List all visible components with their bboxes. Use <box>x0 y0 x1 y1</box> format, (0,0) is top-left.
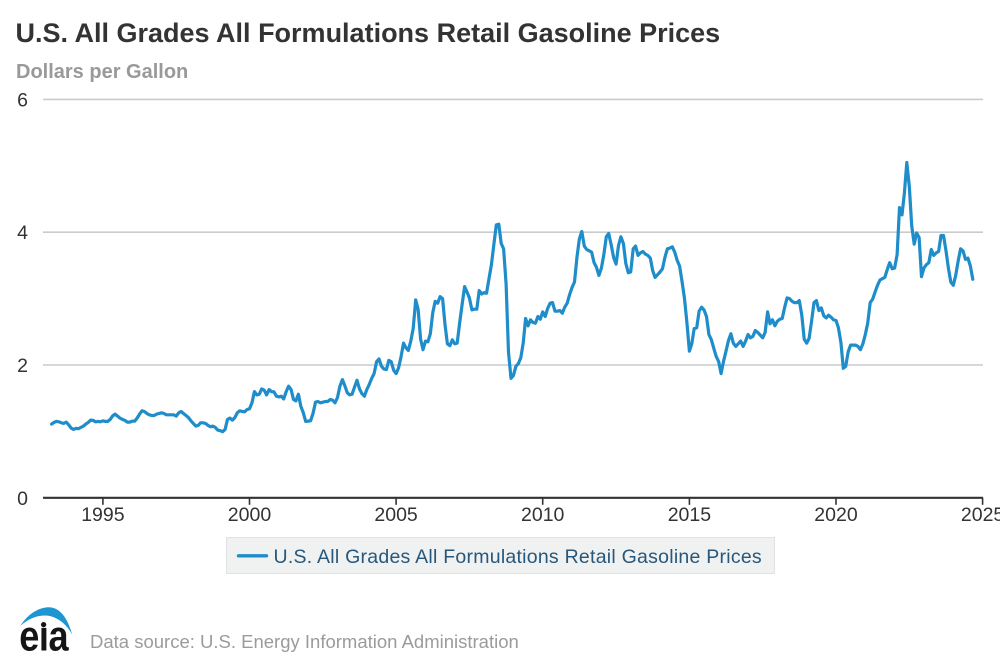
svg-text:6: 6 <box>17 89 28 111</box>
svg-text:2005: 2005 <box>374 504 418 526</box>
svg-text:U.S. All Grades All Formulatio: U.S. All Grades All Formulations Retail … <box>274 546 762 568</box>
svg-text:2020: 2020 <box>814 504 858 526</box>
svg-text:Data source: U.S. Energy Infor: Data source: U.S. Energy Information Adm… <box>90 631 519 652</box>
svg-text:U.S. All Grades All Formulatio: U.S. All Grades All Formulations Retail … <box>16 18 721 48</box>
svg-text:0: 0 <box>17 488 28 510</box>
svg-text:2010: 2010 <box>521 504 565 526</box>
svg-text:eıa: eıa <box>19 613 69 661</box>
svg-text:1995: 1995 <box>81 504 125 526</box>
svg-text:4: 4 <box>17 222 28 244</box>
svg-text:2015: 2015 <box>668 504 712 526</box>
svg-text:2: 2 <box>17 355 28 377</box>
svg-text:Dollars per Gallon: Dollars per Gallon <box>16 61 188 83</box>
svg-text:2000: 2000 <box>228 504 272 526</box>
svg-text:2025: 2025 <box>961 504 1000 526</box>
